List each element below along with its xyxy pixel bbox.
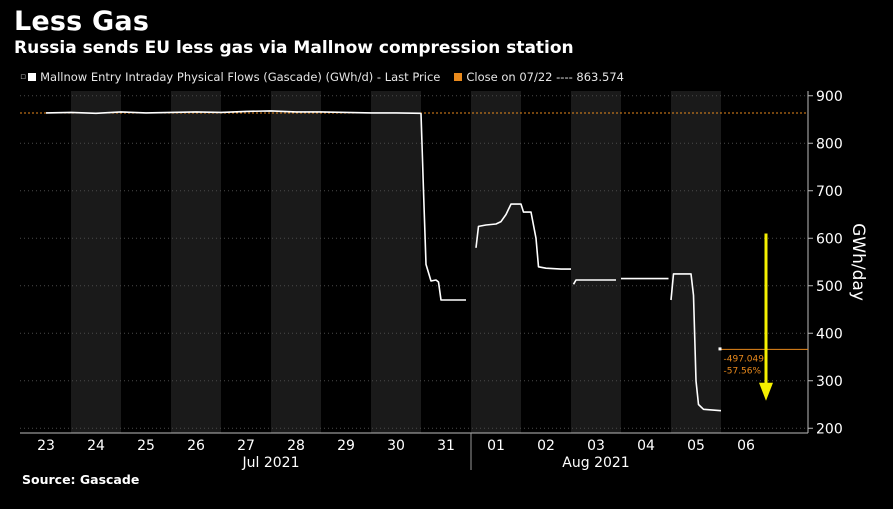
day-band-30 xyxy=(371,91,421,433)
month-label-aug: Aug 2021 xyxy=(562,455,629,471)
series-line-segment-6 xyxy=(670,273,722,412)
day-band-03 xyxy=(571,91,621,433)
x-tick-label-24: 24 xyxy=(87,438,105,454)
x-tick-label-23: 23 xyxy=(37,438,55,454)
x-tick-label-01: 01 xyxy=(487,438,505,454)
close-legend-label: Close on 07/22 ---- 863.574 xyxy=(466,70,624,84)
series-line-segment-2 xyxy=(420,113,466,301)
series-line-segment-1 xyxy=(45,110,422,115)
y-tick-label-500: 500 xyxy=(816,279,843,295)
chart-subtitle: Russia sends EU less gas via Mallnow com… xyxy=(14,38,574,58)
series-line-segment-4 xyxy=(572,279,616,285)
x-tick-label-03: 03 xyxy=(587,438,605,454)
chart-legend: ▫ Mallnow Entry Intraday Physical Flows … xyxy=(20,70,624,84)
change-annotation-value: -497.049 xyxy=(724,354,765,364)
day-band-01 xyxy=(471,91,521,433)
x-tick-label-29: 29 xyxy=(337,438,355,454)
x-tick-label-04: 04 xyxy=(637,438,655,454)
x-tick-label-31: 31 xyxy=(437,438,455,454)
change-annotation-marker xyxy=(718,347,722,351)
y-tick-label-600: 600 xyxy=(816,231,843,247)
change-annotation-percent: -57.56% xyxy=(724,366,762,376)
x-tick-label-02: 02 xyxy=(537,438,555,454)
month-label-jul: Jul 2021 xyxy=(242,455,300,471)
day-band-24 xyxy=(71,91,121,433)
x-tick-label-25: 25 xyxy=(137,438,155,454)
chart-title: Less Gas xyxy=(14,6,150,37)
close-legend-swatch xyxy=(454,73,463,81)
series-line-segment-3 xyxy=(475,203,571,270)
x-tick-label-30: 30 xyxy=(387,438,405,454)
x-tick-label-28: 28 xyxy=(287,438,305,454)
day-band-28 xyxy=(271,91,321,433)
y-tick-label-900: 900 xyxy=(816,89,843,105)
x-tick-label-05: 05 xyxy=(687,438,705,454)
y-tick-label-800: 800 xyxy=(816,136,843,152)
y-tick-label-200: 200 xyxy=(816,421,843,437)
source-note: Source: Gascade xyxy=(22,472,140,487)
y-tick-label-300: 300 xyxy=(816,374,843,390)
series-legend-swatch xyxy=(28,73,37,81)
x-tick-label-26: 26 xyxy=(187,438,205,454)
x-tick-label-27: 27 xyxy=(237,438,255,454)
day-band-26 xyxy=(171,91,221,433)
series-legend-label: Mallnow Entry Intraday Physical Flows (G… xyxy=(40,70,441,84)
series-legend-marker-icon: ▫ xyxy=(20,72,27,82)
y-axis-title: GWh/day xyxy=(848,223,868,301)
y-tick-label-700: 700 xyxy=(816,184,843,200)
down-arrow-head-icon xyxy=(759,382,773,401)
x-tick-label-06: 06 xyxy=(737,438,755,454)
y-tick-label-400: 400 xyxy=(816,326,843,342)
